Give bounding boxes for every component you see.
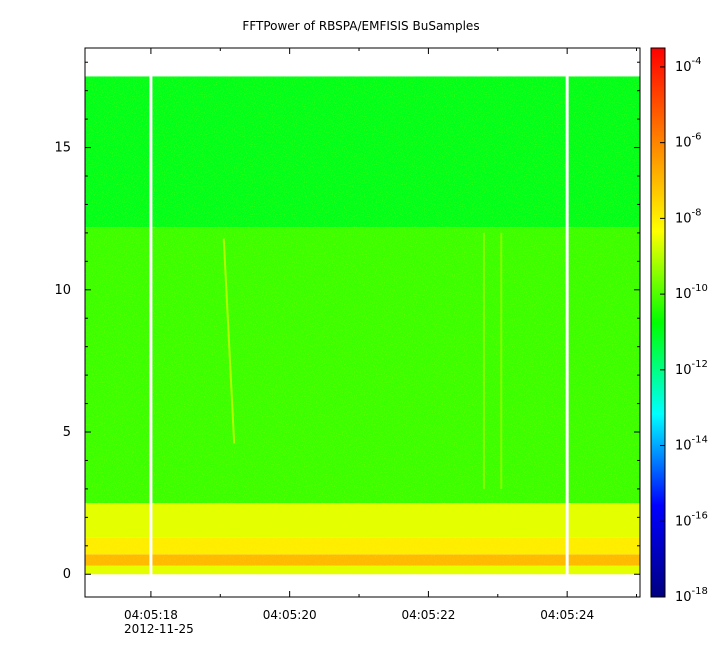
emission-streak: [222, 238, 236, 444]
x-date-label: 2012-11-25: [124, 622, 194, 636]
colorbar: 10-4 10-6 10-8 10-10 10-12 10-14 10-16 10-18: [650, 47, 708, 605]
colorbar-tick-label: 10-12: [675, 359, 708, 378]
colorbar-tick-label: 10-16: [675, 510, 708, 529]
plot-area: [84, 47, 641, 598]
spectral-noise: [85, 76, 640, 575]
colorbar-tick-label: 10-18: [675, 586, 708, 605]
x-tick-label: 04:05:20: [263, 608, 317, 622]
colorbar-tick-label: 10-6: [675, 132, 702, 151]
y-tick-label: 0: [63, 567, 71, 582]
y-axis: 0 5 10 15: [54, 61, 640, 582]
data-gap: [565, 74, 569, 577]
data-gap: [149, 74, 153, 577]
y-tick-label: 15: [54, 141, 71, 156]
colorbar-tick-label: 10-4: [675, 56, 702, 75]
x-tick-label: 04:05:18: [124, 608, 178, 622]
y-tick-label: 5: [63, 425, 71, 440]
chart-title: FFTPower of RBSPA/EMFISIS BuSamples: [242, 19, 479, 33]
x-axis: 04:05:18 04:05:20 04:05:22 04:05:24: [124, 48, 638, 622]
x-tick-label: 04:05:22: [401, 608, 455, 622]
colorbar-scale: [650, 47, 666, 598]
x-tick-label: 04:05:24: [540, 608, 594, 622]
plot-frame: [84, 47, 641, 598]
colorbar-tick-label: 10-10: [675, 283, 708, 302]
y-tick-label: 10: [54, 283, 71, 298]
colorbar-tick-label: 10-8: [675, 207, 702, 226]
colorbar-tick-label: 10-14: [675, 435, 708, 454]
